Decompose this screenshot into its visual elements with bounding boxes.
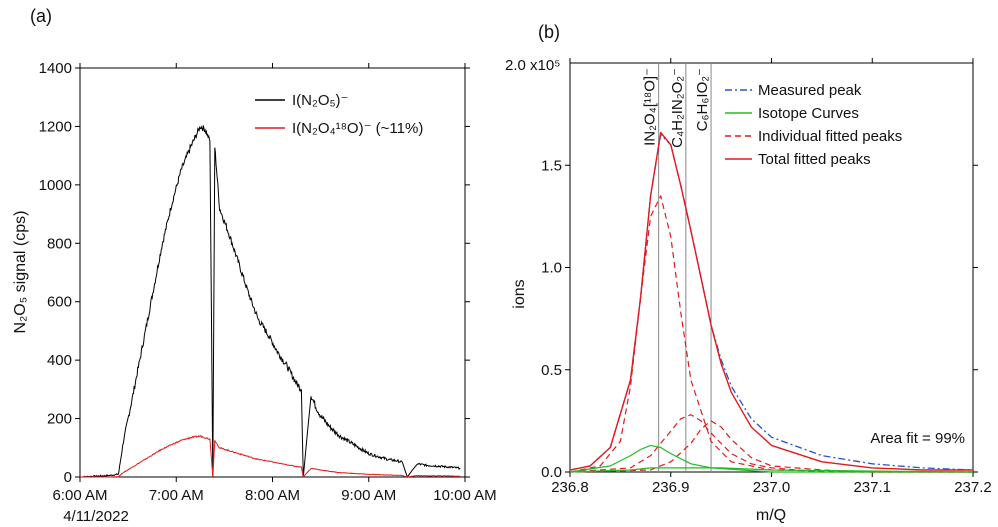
- individual-peak-line: [569, 195, 973, 473]
- panel-a-legend: I(N₂O₅)⁻ I(N₂O₄¹⁸O)⁻ (~11%): [255, 92, 423, 137]
- measured-peak-line: [569, 133, 974, 471]
- panel-a: (a) 0 200 400 600 800 1000 1200 1400 6:00 AM 7:0…: [12, 6, 497, 525]
- y-tick-label: 200: [47, 411, 72, 428]
- panel-b-label: (b): [538, 22, 560, 42]
- isotope-curve-line: [569, 467, 974, 473]
- panel-b-plot-frame: [569, 62, 974, 473]
- panel-a-y-ticks: 0 200 400 600 800 1000 1200 1400: [39, 60, 470, 486]
- x-tick-label: 236.8: [551, 479, 589, 496]
- y-tick-label: 1400: [39, 60, 72, 77]
- y-tick-label: 0.5: [541, 362, 562, 379]
- x-tick-label: 7:00 AM: [149, 487, 204, 504]
- x-tick-label: 10:00 AM: [433, 487, 496, 504]
- y-tick-label: 0.0: [541, 464, 562, 481]
- y-tick-label: 400: [47, 352, 72, 369]
- area-fit-annotation: Area fit = 99%: [870, 430, 965, 447]
- y-tick-label: 1200: [39, 118, 72, 135]
- total-fit-line: [569, 131, 973, 471]
- y-tick-label: 1000: [39, 177, 72, 194]
- x-tick-label: 237.0: [753, 479, 791, 496]
- panel-b: (b) 2.0 x10⁵ 0.0 0.5 1.0 1.5 236.8 236.9 237.…: [505, 22, 992, 524]
- isotope-curve-line: [569, 444, 973, 473]
- legend-label-measured: Measured peak: [758, 82, 862, 99]
- y-tick-label: 1.5: [541, 157, 562, 174]
- panel-a-series: [80, 125, 461, 479]
- panel-b-x-axis-label: m/Q: [756, 507, 786, 524]
- peak-label: C₆H₆IO₂⁻: [694, 68, 711, 131]
- legend-label-n2o5: I(N₂O₅)⁻: [292, 92, 348, 109]
- y-tick-label: 600: [47, 294, 72, 311]
- x-tick-label: 237.1: [853, 479, 891, 496]
- peak-label: IN₂O₄[¹⁸O]⁻: [642, 68, 659, 146]
- panel-a-date-label: 4/11/2022: [63, 508, 129, 525]
- legend-label-isotope: Isotope Curves: [758, 105, 859, 122]
- x-tick-label: 6:00 AM: [52, 487, 107, 504]
- y-tick-label: 800: [47, 235, 72, 252]
- individual-peak-line: [569, 420, 973, 473]
- panel-a-x-ticks: 6:00 AM 7:00 AM 8:00 AM 9:00 AM 10:00 AM: [52, 63, 497, 504]
- x-tick-label: 8:00 AM: [245, 487, 300, 504]
- panel-a-label: (a): [30, 6, 52, 26]
- panel-b-x-ticks: 236.8 236.9 237.0 237.1 237.2: [551, 58, 992, 496]
- x-tick-label: 9:00 AM: [341, 487, 396, 504]
- panel-b-y-ticks: 0.0 0.5 1.0 1.5: [541, 157, 978, 481]
- individual-peak-line: [569, 414, 973, 473]
- panel-b-y-top-label: 2.0 x10⁵: [505, 57, 560, 74]
- panel-b-y-axis-label: ions: [511, 279, 528, 308]
- panel-b-series: [569, 131, 974, 473]
- panel-b-legend: Measured peak Isotope Curves Individual …: [725, 82, 902, 168]
- peak-label: C₄H₂IN₂O₂⁻: [669, 68, 686, 148]
- legend-label-n2o4-18o: I(N₂O₄¹⁸O)⁻ (~11%): [292, 120, 423, 137]
- panel-b-peak-markers: IN₂O₄[¹⁸O]⁻ C₄H₂IN₂O₂⁻ C₆H₆IO₂⁻: [642, 63, 712, 472]
- series-line-n2o5: [80, 125, 461, 479]
- y-tick-label: 0: [64, 469, 72, 486]
- legend-label-total: Total fitted peaks: [758, 151, 871, 168]
- x-tick-label: 237.2: [954, 479, 992, 496]
- x-tick-label: 236.9: [652, 479, 690, 496]
- y-tick-label: 1.0: [541, 260, 562, 277]
- series-line-n2o4-18o: [80, 434, 461, 479]
- legend-label-individual: Individual fitted peaks: [758, 128, 902, 145]
- panel-a-y-axis-label: N₂O₅ signal (cps): [12, 211, 29, 334]
